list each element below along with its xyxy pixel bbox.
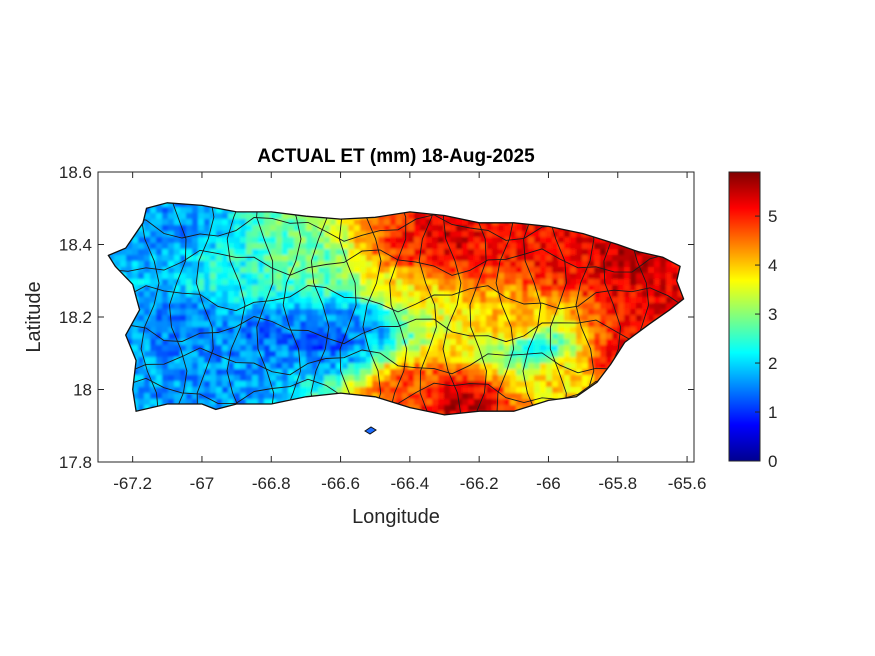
offshore-islet (364, 426, 377, 435)
plot-area (97, 171, 695, 463)
y-axis: 17.8 18 18.2 18.4 18.6 (59, 163, 694, 472)
x-axis-label: Longitude (352, 506, 440, 528)
x-axis: -67.2 -67 -66.8 -66.6 -66.4 -66.2 -66 -65.8 -65.… (113, 172, 706, 493)
colorbar-tick-label: 3 (768, 305, 777, 324)
y-tick-label: 17.8 (59, 453, 92, 472)
y-tick-label: 18.2 (59, 308, 92, 327)
y-tick-label: 18.6 (59, 163, 92, 182)
chart-title: ACTUAL ET (mm) 18-Aug-2025 (257, 146, 535, 167)
y-tick-label: 18 (73, 381, 92, 400)
x-tick-label: -66.2 (460, 474, 499, 493)
x-tick-label: -66.6 (321, 474, 360, 493)
x-tick-label: -67.2 (113, 474, 152, 493)
y-axis-label: Latitude (23, 281, 45, 352)
y-tick-label: 18.4 (59, 236, 92, 255)
island-outline (107, 202, 685, 416)
colorbar-tick-label: 0 (768, 452, 777, 471)
colorbar-ticks: 0 1 2 3 4 5 (755, 207, 777, 471)
colorbar-tick-label: 1 (768, 403, 777, 422)
colorbar-gradient (728, 171, 761, 462)
colorbar: 0 1 2 3 4 5 (728, 171, 777, 471)
colorbar-tick-label: 5 (768, 207, 777, 226)
x-tick-label: -65.6 (668, 474, 707, 493)
x-tick-label: -67 (190, 474, 215, 493)
x-tick-label: -65.8 (598, 474, 637, 493)
colorbar-tick-label: 2 (768, 354, 777, 373)
x-tick-label: -66.4 (390, 474, 429, 493)
colorbar-tick-label: 4 (768, 256, 777, 275)
x-tick-label: -66.8 (252, 474, 291, 493)
x-tick-label: -66 (536, 474, 561, 493)
